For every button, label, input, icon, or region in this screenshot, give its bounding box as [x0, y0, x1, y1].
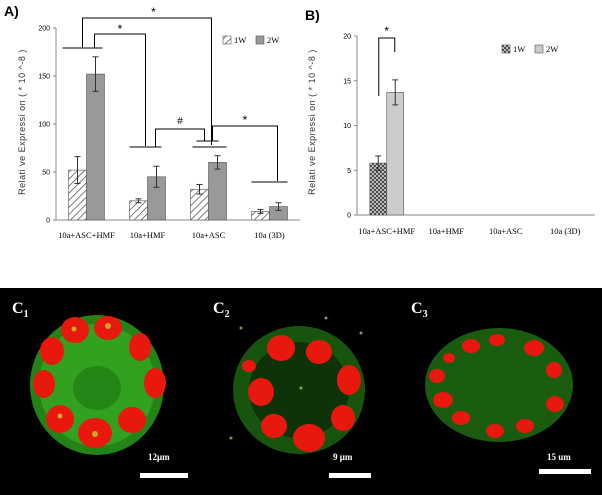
significance-marker-a: *: [151, 5, 156, 19]
legend-swatch-1w-a: [222, 35, 232, 45]
y-tick-label-b: 0: [347, 213, 351, 220]
bracket-a-outer: [82, 17, 212, 145]
significance-marker-a: #: [177, 116, 183, 127]
panel-label-b: B): [305, 7, 320, 23]
y-tick-label-a: 200: [38, 26, 50, 33]
legend-label-1w-b: 1W: [513, 44, 525, 54]
y-axis-label-b: Relati ve Expressi on ( * 10 ^-8 ): [307, 49, 317, 195]
category-label-b: 10a+ASC: [489, 226, 523, 236]
legend-swatch-1w-b: [501, 44, 511, 54]
bar-1w-a: [129, 200, 148, 221]
micrograph-c2: C2 9 μm: [201, 288, 398, 495]
y-tick-label-b: 15: [343, 78, 351, 85]
y-tick-label-b: 20: [343, 34, 351, 41]
category-label-a: 10a+ASC: [192, 230, 226, 240]
y-tick-label-a: 150: [38, 74, 50, 81]
cell-image-c3: [425, 328, 573, 442]
chart-a: A) Relati ve Expressi on ( * 10 ^-8 ) 0 5…: [4, 3, 300, 240]
category-label-a: 10a (3D): [254, 230, 285, 240]
category-label-b: 10a (3D): [550, 226, 581, 236]
category-label-a: 10a+ASC+HMF: [58, 230, 115, 240]
micrograph-label-c1: C1: [12, 300, 29, 321]
bracket-a-right: [212, 125, 278, 181]
scale-bar-c1: [140, 473, 188, 478]
micrograph-c1: C1 12μm: [0, 288, 200, 495]
scale-bar-c3: [539, 469, 591, 474]
scale-bar-c2: [329, 473, 371, 478]
scale-label-c3: 15 um: [547, 452, 571, 462]
significance-marker-a: *: [243, 113, 248, 127]
bracket-b: [378, 37, 396, 96]
bar-2w-b: [386, 92, 405, 216]
micrograph-label-c2: C2: [213, 300, 230, 321]
y-axis-label-a: Relati ve Expressi on ( * 10 ^-8 ): [17, 49, 27, 195]
bar-1w-b: [369, 162, 388, 216]
scale-label-c1: 12μm: [148, 452, 170, 462]
bar-2w-a: [208, 162, 227, 221]
y-tick-label-a: 50: [42, 170, 50, 177]
bar-2w-a: [86, 73, 105, 221]
significance-marker-b: *: [384, 24, 389, 38]
y-tick-label-a: 0: [46, 218, 50, 225]
y-tick-label-b: 10: [343, 123, 351, 130]
legend-label-1w-a: 1W: [234, 35, 246, 45]
y-tick-label-b: 5: [347, 168, 351, 175]
legend-label-2w-b: 2W: [546, 44, 558, 54]
scale-label-c2: 9 μm: [333, 452, 353, 462]
bracket-a-inner: [94, 33, 146, 146]
category-label-a: 10a+HMF: [130, 230, 166, 240]
significance-marker-a: *: [118, 22, 123, 36]
micrograph-row: C1 12μm: [0, 288, 602, 495]
category-label-b: 10a+ASC+HMF: [358, 226, 415, 236]
category-label-b: 10a+HMF: [429, 226, 465, 236]
legend-swatch-2w-a: [255, 35, 265, 45]
micrograph-label-c3: C3: [411, 300, 428, 321]
cell-image-c1: [30, 315, 166, 455]
bracket-a-hash: [155, 128, 205, 147]
chart-b: B) Relati ve Expressi on ( * 10 ^-8 ) 0 5…: [305, 7, 595, 236]
legend-swatch-2w-b: [534, 44, 544, 54]
panel-label-a: A): [4, 3, 19, 19]
legend-label-2w-a: 2W: [267, 35, 279, 45]
y-tick-label-a: 100: [38, 122, 50, 129]
cell-image-c2: [229, 316, 365, 454]
micrograph-c3: C3 15 um: [399, 288, 602, 495]
